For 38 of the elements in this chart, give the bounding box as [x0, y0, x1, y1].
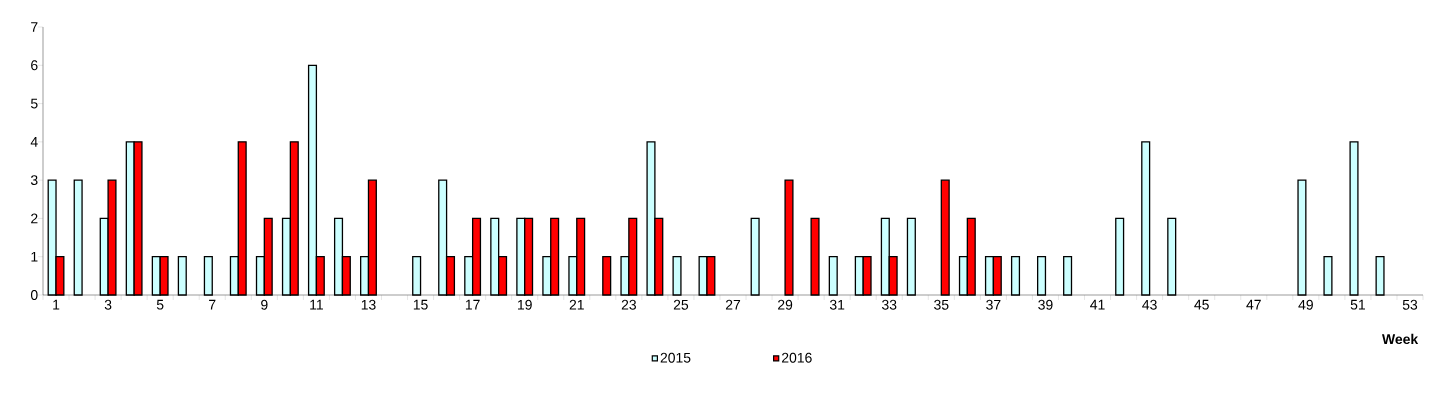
x-tick-label: 1	[53, 299, 60, 310]
y-tick-label: 4	[30, 137, 38, 147]
x-tick-label: 49	[1298, 299, 1313, 310]
x-tick-label: 39	[1038, 299, 1053, 310]
x-tick-label: 21	[569, 299, 584, 310]
x-tick-label: 15	[413, 299, 428, 310]
legend-label: 2015	[660, 352, 691, 363]
x-tick-label: 47	[1246, 299, 1261, 310]
x-tick-label: 41	[1090, 299, 1105, 310]
x-tick-label: 27	[725, 299, 741, 310]
x-tick-label: 31	[829, 299, 845, 310]
x-tick-label: 25	[673, 299, 689, 310]
x-tick-label: 53	[1402, 299, 1418, 310]
x-tick-label: 3	[104, 299, 112, 310]
legend-label: 2016	[782, 352, 812, 363]
x-tick-label: 5	[156, 299, 164, 310]
x-tick-label: 29	[778, 299, 793, 310]
x-axis-title: Week	[1382, 333, 1419, 345]
x-tick-label: 51	[1350, 299, 1365, 310]
y-tick-label: 0	[30, 290, 38, 300]
y-tick-label: 7	[31, 22, 38, 32]
x-tick-label: 37	[986, 299, 1001, 310]
x-tick-label: 33	[882, 299, 897, 310]
y-tick-label: 3	[30, 175, 38, 186]
x-tick-label: 7	[209, 299, 216, 310]
y-tick-label: 2	[31, 213, 38, 224]
x-tick-label: 43	[1142, 299, 1157, 310]
x-tick-label: 45	[1194, 299, 1209, 310]
x-tick-label: 11	[310, 299, 323, 310]
x-tick-label: 13	[361, 299, 376, 310]
x-tick-label: 9	[261, 299, 268, 310]
x-tick-label: 17	[465, 299, 480, 310]
y-tick-label: 5	[30, 98, 38, 109]
y-tick-label: 1	[31, 251, 38, 262]
x-tick-label: 23	[621, 299, 636, 310]
x-tick-label: 35	[934, 299, 949, 310]
x-tick-label: 19	[518, 299, 532, 310]
y-tick-label: 6	[31, 60, 38, 71]
